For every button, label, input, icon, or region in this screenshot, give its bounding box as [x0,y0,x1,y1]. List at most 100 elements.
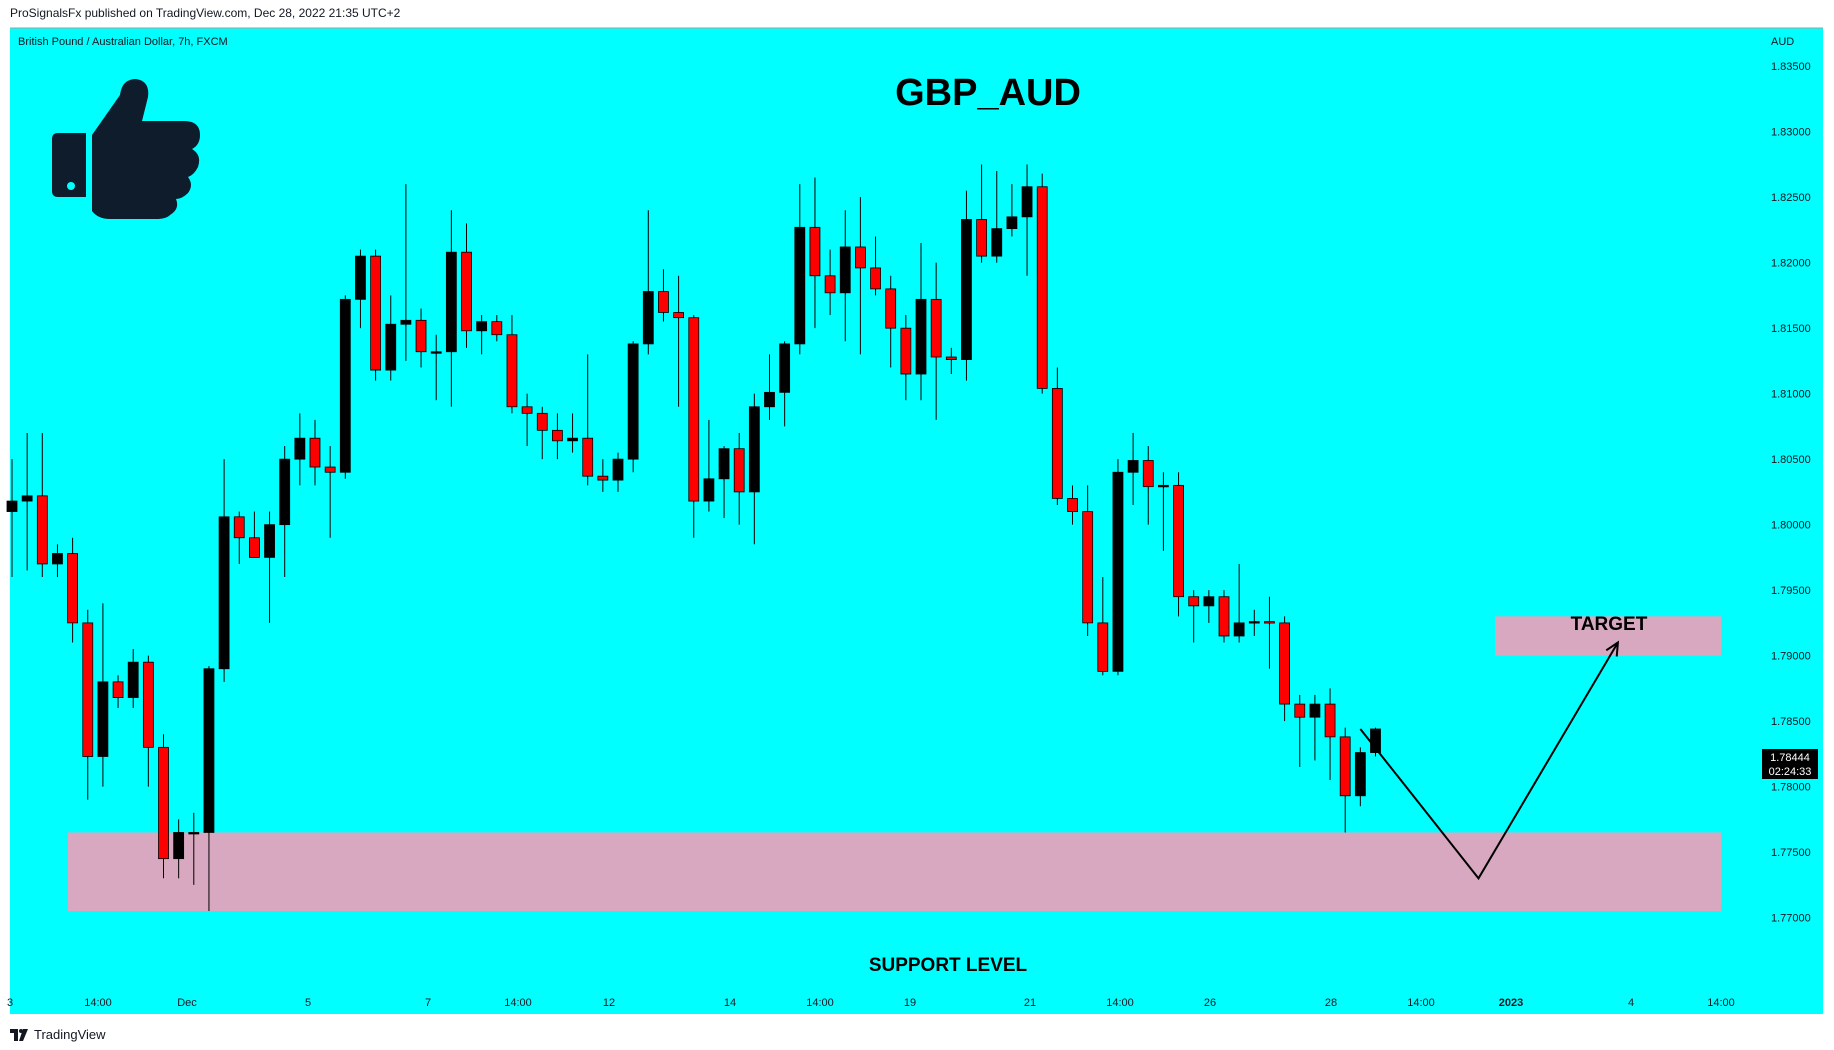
candle [1218,590,1230,643]
candle-body [339,298,351,473]
candle [264,511,275,623]
candle [688,315,700,538]
candle-body [218,516,230,670]
candle-body [885,288,897,329]
candle-body [536,412,548,431]
candle [658,269,669,322]
candle-body [1127,460,1139,473]
candle-body [309,437,321,468]
candle-body [900,327,912,375]
candle-body [491,321,503,336]
candle [370,249,382,381]
x-tick-label: Dec [177,997,197,1009]
candle-body [976,219,987,257]
candle-body [1294,703,1306,718]
candle [506,315,518,414]
candle [203,666,215,912]
candle-body [1097,622,1109,672]
candle [748,393,760,545]
candle [1142,446,1154,525]
candle-body [430,351,442,354]
candle [824,249,836,316]
last-price-value: 1.78444 [1770,752,1810,764]
candle [1173,472,1184,617]
candle [248,511,260,558]
candle [809,177,821,329]
candle [1324,688,1336,781]
candle-body [385,323,397,371]
candle [597,459,609,492]
x-tick-label: 19 [904,997,916,1009]
candle-body [688,317,700,502]
candle-body [809,226,821,277]
candle-body [1006,216,1018,230]
candle [839,210,851,342]
candle-body [673,312,684,319]
candle [1203,590,1215,623]
tradingview-logo-icon [10,1028,28,1041]
candle [1127,432,1139,505]
candle-body [733,448,745,493]
candle [915,243,927,401]
y-tick-label: 1.77500 [1771,847,1811,859]
candle-body [703,478,715,502]
y-tick-label: 1.80500 [1771,454,1811,466]
candle-body [1173,484,1184,598]
candle [385,295,397,381]
y-tick-label: 1.83500 [1771,61,1811,73]
candle [6,459,18,578]
candle [355,249,366,329]
candle [415,308,427,368]
symbol-line: British Pound / Australian Dollar, 7h, F… [18,36,228,48]
x-tick-label: 14:00 [504,997,532,1009]
candle [67,537,78,643]
candle-body [294,437,306,460]
candle [779,341,791,427]
thumbs-up-icon [52,79,200,219]
candle [930,262,942,420]
x-tick-label: 21 [1024,997,1036,1009]
y-tick-label: 1.79000 [1771,651,1811,663]
candle-body [552,429,563,442]
candle [673,275,684,407]
candle-body [839,246,851,294]
candle [521,393,533,447]
candle [461,223,472,348]
candle-body [52,553,63,565]
candle [400,184,412,361]
tradingview-brand[interactable]: TradingView [10,1027,106,1042]
candle [764,354,775,420]
candle-body [370,255,382,371]
x-tick-label: 14:00 [1106,997,1134,1009]
y-tick-label: 1.82000 [1771,258,1811,270]
candle [536,406,548,460]
candle-body [627,343,639,460]
candle-body [612,458,624,481]
candle [36,432,48,578]
candle-body [855,246,866,269]
candle [158,734,169,879]
candle [142,655,154,787]
y-tick-label: 1.82500 [1771,192,1811,204]
candle-body [991,228,1003,257]
candle-body [158,746,169,860]
x-tick-label: 7 [425,997,431,1009]
candle-body [824,275,836,294]
candle [1006,184,1018,237]
candle [885,275,897,368]
x-tick-label: 14:00 [1707,997,1735,1009]
candle-body [1309,703,1321,718]
candle-body [112,681,124,698]
candle-body [248,537,260,558]
x-tick-label: 26 [1204,997,1216,1009]
publisher-line: ProSignalsFx published on TradingView.co… [10,6,401,20]
y-tick-label: 1.78000 [1771,782,1811,794]
candle [1233,563,1245,643]
x-tick-label: 14:00 [84,997,112,1009]
x-tick-label: 12 [603,997,615,1009]
candle-body [1188,596,1200,607]
candle [718,446,730,519]
candle [642,210,654,355]
candle-body [642,291,654,345]
